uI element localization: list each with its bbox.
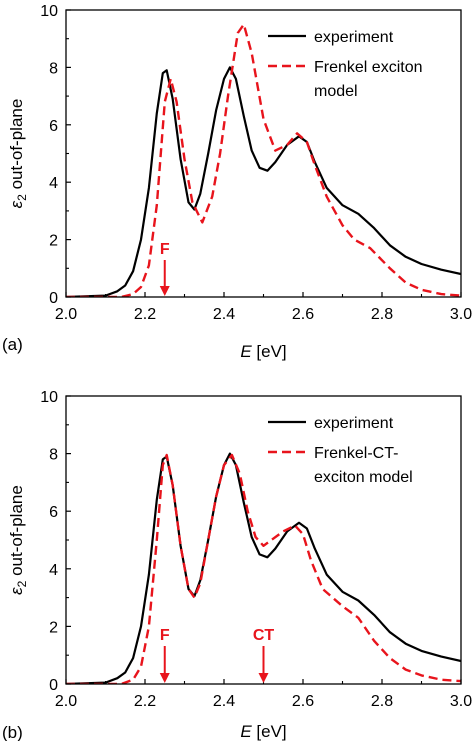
series-line-model bbox=[66, 23, 461, 297]
y-axis-label: ε2 out-of-plane bbox=[7, 485, 29, 595]
x-axis-label: E [eV] bbox=[240, 342, 286, 361]
x-axis-label-var: E bbox=[240, 342, 252, 361]
annotation-label: F bbox=[160, 627, 170, 644]
legend-label-model-cont: model bbox=[314, 83, 358, 100]
y-axis-label-subscript: 2 bbox=[15, 194, 29, 201]
annotation-label: CT bbox=[253, 627, 275, 644]
y-tick-label: 6 bbox=[49, 118, 58, 135]
x-tick-label: 2.2 bbox=[134, 693, 156, 710]
y-axis-label-subscript: 2 bbox=[15, 580, 29, 587]
y-tick-label: 4 bbox=[49, 562, 58, 579]
x-tick-label: 2.6 bbox=[292, 306, 314, 323]
y-axis-label-text: out-of-plane bbox=[7, 99, 26, 194]
y-axis-label-symbol: ε bbox=[7, 587, 26, 595]
x-tick-label: 2.0 bbox=[55, 693, 77, 710]
x-tick-label: 2.8 bbox=[371, 306, 393, 323]
legend-label-model: Frenkel exciton bbox=[314, 59, 423, 76]
x-axis-label-var: E bbox=[240, 722, 252, 741]
y-tick-label: 2 bbox=[49, 619, 58, 636]
x-tick-label: 2.4 bbox=[213, 693, 235, 710]
series-line-experiment bbox=[66, 66, 461, 297]
y-tick-label: 8 bbox=[49, 60, 58, 77]
x-tick-label: 2.4 bbox=[213, 306, 235, 323]
annotation-arrow-head bbox=[159, 673, 170, 683]
annotation-arrow-head bbox=[258, 673, 269, 683]
panel-label: (b) bbox=[2, 723, 23, 741]
series-group bbox=[66, 23, 461, 297]
x-tick-label: 2.8 bbox=[371, 693, 393, 710]
y-tick-label: 8 bbox=[49, 447, 58, 464]
y-tick-label: 6 bbox=[49, 504, 58, 521]
x-axis-label-unit: [eV] bbox=[252, 342, 287, 361]
annotation-label: F bbox=[160, 241, 170, 258]
y-tick-label: 0 bbox=[49, 677, 58, 694]
y-tick-label: 0 bbox=[49, 290, 58, 307]
y-tick-label: 2 bbox=[49, 233, 58, 250]
legend-label-model: Frenkel-CT- bbox=[314, 445, 398, 462]
x-tick-label: 2.6 bbox=[292, 693, 314, 710]
legend-label-experiment: experiment bbox=[314, 29, 394, 46]
y-axis-label-text: out-of-plane bbox=[7, 485, 26, 580]
x-tick-label: 2.0 bbox=[55, 306, 77, 323]
y-tick-label: 4 bbox=[49, 175, 58, 192]
x-tick-label: 3.0 bbox=[450, 306, 472, 323]
series-line-model bbox=[66, 453, 461, 684]
x-axis-label: E [eV] bbox=[240, 722, 286, 741]
panel-label: (a) bbox=[2, 335, 23, 354]
y-axis-label-symbol: ε bbox=[7, 200, 26, 208]
x-tick-label: 2.2 bbox=[134, 306, 156, 323]
y-tick-label: 10 bbox=[40, 389, 58, 406]
y-axis-label: ε2 out-of-plane bbox=[7, 99, 29, 209]
x-tick-label: 3.0 bbox=[450, 693, 472, 710]
x-axis-label-unit: [eV] bbox=[252, 722, 287, 741]
y-tick-label: 10 bbox=[40, 3, 58, 20]
legend-label-experiment: experiment bbox=[314, 415, 394, 432]
annotation-arrow-head bbox=[159, 286, 170, 296]
legend-label-model-cont: exciton model bbox=[314, 469, 413, 486]
series-group bbox=[66, 452, 461, 684]
